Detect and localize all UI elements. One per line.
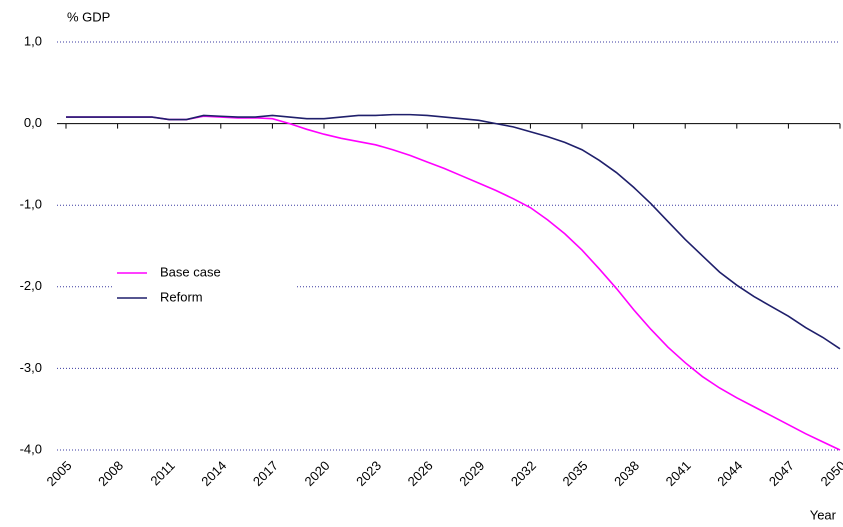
x-tick-label: 2044 — [714, 458, 745, 489]
x-tick-label: 2038 — [611, 458, 642, 489]
y-tick-label: 0,0 — [24, 115, 42, 130]
x-tick-label: 2014 — [198, 458, 229, 489]
x-tick-label: 2050 — [817, 458, 843, 489]
x-tick-label: 2017 — [250, 458, 281, 489]
x-tick-label: 2041 — [663, 458, 694, 489]
y-tick-label: -2,0 — [20, 278, 42, 293]
x-tick-label: 2020 — [301, 458, 332, 489]
y-tick-label: -1,0 — [20, 197, 42, 212]
x-tick-label: 2035 — [559, 458, 590, 489]
x-tick-label: 2026 — [405, 458, 436, 489]
x-tick-label: 2029 — [456, 458, 487, 489]
x-tick-label: 2008 — [95, 458, 126, 489]
x-tick-label: 2032 — [508, 458, 539, 489]
x-tick-label: 2047 — [766, 458, 797, 489]
y-tick-label: -3,0 — [20, 360, 42, 375]
x-tick-label: 2011 — [147, 458, 177, 488]
legend-label: Base case — [160, 264, 221, 279]
legend-box — [112, 260, 297, 310]
legend-label: Reform — [160, 289, 203, 304]
y-axis-label: % GDP — [67, 9, 110, 24]
y-tick-label: -4,0 — [20, 441, 42, 456]
x-tick-label: 2005 — [43, 458, 74, 489]
y-tick-label: 1,0 — [24, 33, 42, 48]
x-axis-label: Year — [810, 507, 837, 522]
x-tick-label: 2023 — [353, 458, 384, 489]
series-line — [66, 113, 841, 350]
